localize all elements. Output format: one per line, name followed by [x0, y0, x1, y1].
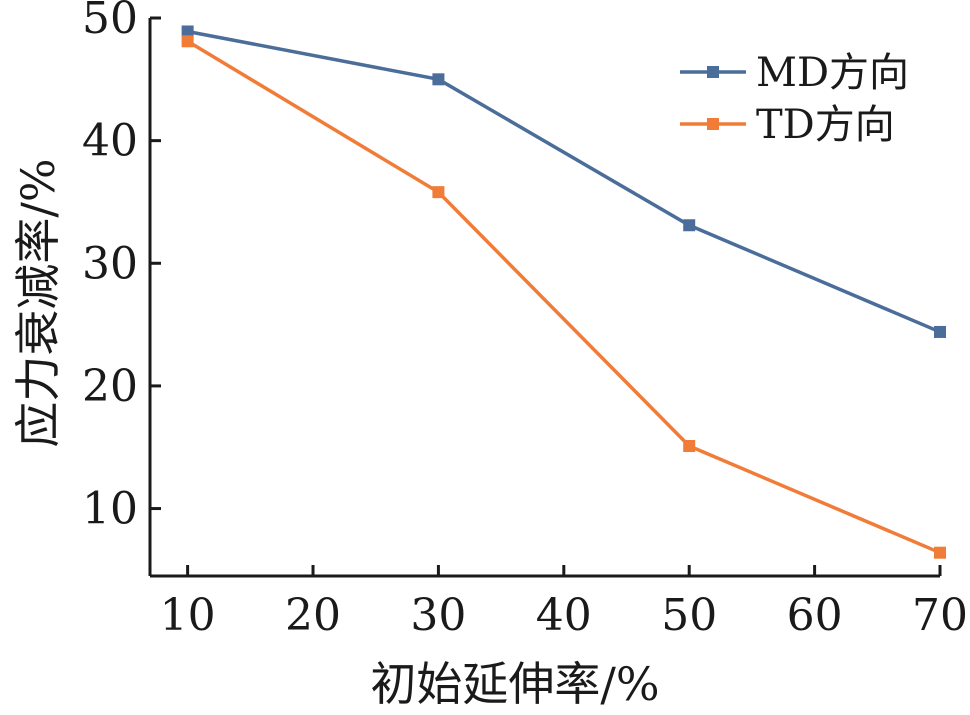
x-tick-label: 30	[410, 590, 466, 641]
y-tick-label: 20	[82, 361, 138, 412]
series-2-point	[934, 546, 946, 559]
ticks: 10 20 30 40 50 60 70 10 20 30 40 50	[82, 0, 968, 641]
legend-label: TD方向	[756, 102, 895, 148]
x-tick-label: 60	[787, 590, 843, 641]
y-tick-label: 40	[82, 116, 138, 167]
series-1-point	[432, 73, 445, 86]
y-tick-label: 50	[82, 0, 138, 44]
legend-label: MD方向	[756, 50, 909, 96]
series-layer	[181, 25, 946, 559]
series-1-point	[683, 219, 696, 232]
x-tick-label: 50	[661, 590, 717, 641]
y-tick-label: 10	[82, 484, 138, 535]
y-tick-label: 30	[82, 238, 138, 289]
legend: MD方向 TD方向	[680, 50, 909, 148]
series-1-point	[181, 25, 194, 38]
x-tick-label: 40	[536, 590, 592, 641]
x-tick-label: 10	[160, 590, 216, 641]
legend-swatch-marker	[707, 118, 719, 130]
series-2-point	[683, 440, 696, 453]
series-1-point	[934, 325, 946, 338]
x-tick-label: 70	[912, 590, 968, 641]
x-axis-title: 初始延伸率/%	[370, 657, 659, 711]
series-2-point	[181, 35, 194, 48]
y-axis-title: 应力衰减率/%	[11, 158, 65, 447]
series-2-point	[432, 186, 445, 199]
x-tick-label: 20	[285, 590, 341, 641]
series-line-1	[187, 29, 941, 334]
series-line-2	[186, 39, 941, 555]
axes	[148, 18, 940, 578]
legend-swatch-marker	[707, 66, 719, 78]
